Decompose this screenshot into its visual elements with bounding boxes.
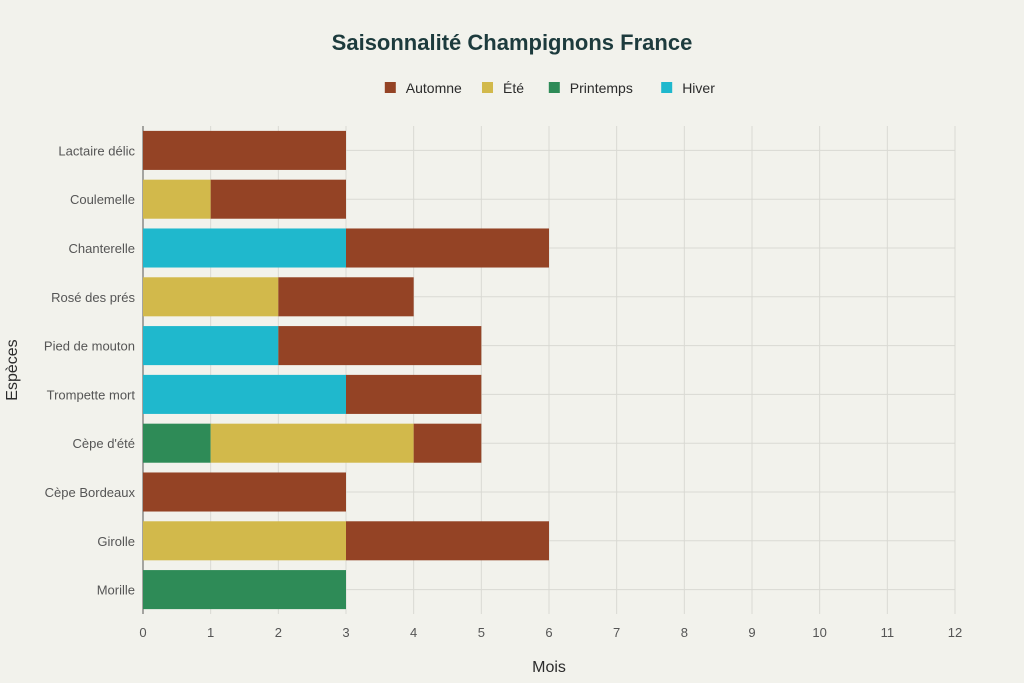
x-tick-label: 12 [948, 625, 962, 640]
y-tick-label: Morille [97, 583, 135, 598]
x-tick-label: 6 [545, 625, 552, 640]
chart-title: Saisonnalité Champignons France [332, 30, 693, 55]
bar-segment [143, 179, 211, 219]
y-tick-label: Girolle [97, 534, 135, 549]
x-tick-label: 4 [410, 625, 417, 640]
x-tick-label: 11 [881, 625, 895, 640]
bar-segment [143, 472, 346, 512]
bars [143, 130, 549, 610]
y-tick-label: Lactaire délic [58, 143, 135, 158]
bar-segment [143, 228, 346, 268]
x-tick-label: 5 [478, 625, 485, 640]
bar-segment [143, 521, 346, 561]
bar-segment [346, 374, 482, 414]
bar-segment [210, 179, 346, 219]
legend: Automne Été Printemps Hiver [384, 80, 715, 96]
y-axis-title: Espèces [4, 339, 21, 400]
bar-segment [143, 423, 211, 463]
y-tick-label: Cèpe d'été [73, 436, 135, 451]
legend-label: Été [503, 80, 524, 96]
x-tick-label: 0 [139, 625, 146, 640]
bar-segment [143, 130, 346, 170]
y-tick-label: Pied de mouton [44, 339, 135, 354]
y-tick-label: Coulemelle [70, 192, 135, 207]
bar-segment [143, 374, 346, 414]
bar-segment [210, 423, 414, 463]
x-tick-label: 10 [812, 625, 826, 640]
x-tick-label: 9 [748, 625, 755, 640]
x-tick-labels: 0 1 2 3 4 5 6 7 8 9 10 11 12 [139, 625, 962, 640]
y-tick-label: Cèpe Bordeaux [45, 485, 136, 500]
x-tick-label: 2 [275, 625, 282, 640]
bar-segment [346, 521, 549, 561]
bar-segment [346, 228, 549, 268]
y-tick-label: Trompette mort [47, 387, 136, 402]
bar-segment [413, 423, 482, 463]
y-tick-label: Rosé des prés [51, 290, 135, 305]
x-tick-label: 1 [207, 625, 214, 640]
bar-segment [143, 570, 346, 610]
legend-swatch [661, 82, 673, 93]
x-axis-title: Mois [532, 659, 566, 676]
x-tick-label: 3 [342, 625, 349, 640]
legend-swatch [384, 82, 396, 93]
grid [142, 126, 956, 614]
y-tick-label: Chanterelle [69, 241, 136, 256]
x-tick-label: 8 [681, 625, 688, 640]
legend-label: Automne [406, 80, 462, 96]
bar-segment [278, 326, 482, 366]
y-tick-labels: Lactaire délic Coulemelle Chanterelle Rosé … [44, 143, 136, 597]
bar-segment [143, 326, 279, 366]
bar-segment [278, 277, 414, 317]
bar-segment [143, 277, 279, 317]
legend-label: Hiver [682, 80, 715, 96]
legend-swatch [548, 82, 560, 93]
x-tick-label: 7 [613, 625, 620, 640]
legend-label: Printemps [570, 80, 633, 96]
legend-swatch [482, 82, 493, 93]
